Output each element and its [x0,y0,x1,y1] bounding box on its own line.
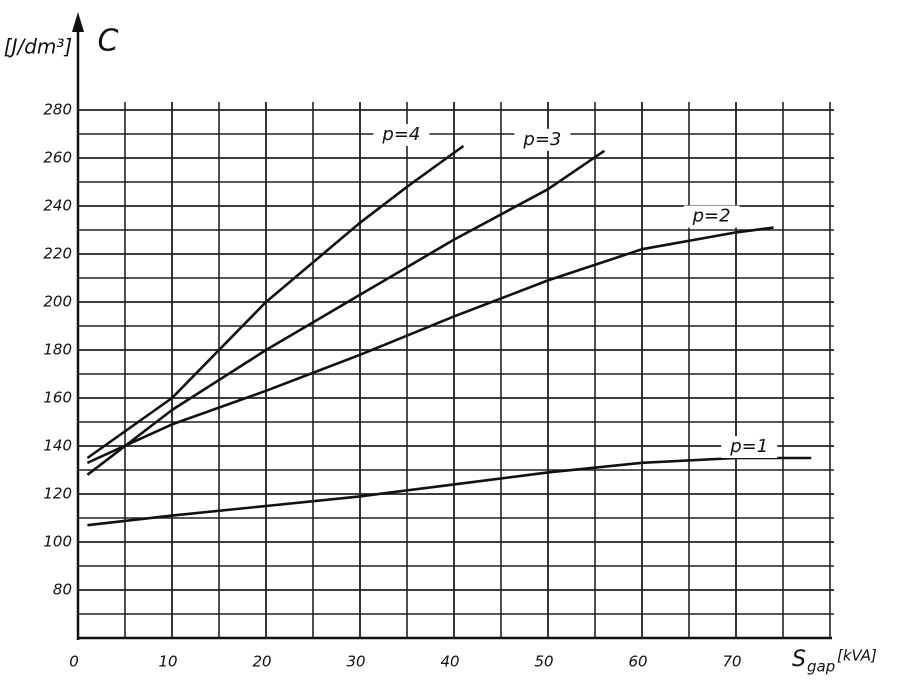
line [86,144,465,460]
series-label-bg [721,436,778,458]
y-tick-label: 200 [43,293,72,311]
y-tick-label: 160 [43,389,72,407]
line [86,226,774,464]
y-tick-label: 240 [43,197,72,215]
series-label-bg [683,205,740,228]
x-tick-label: 0 [69,653,79,671]
series-label: p=3 [522,129,561,150]
x-tick-label: 20 [252,653,271,671]
y-tick-label: 120 [43,485,72,503]
series-label-bg [514,128,571,151]
x-label-sub: gap [807,658,835,676]
x-label: S [792,647,806,672]
series-label-bg [373,124,430,146]
series-label: p=1 [729,436,768,457]
axis-arrow [72,12,84,32]
y-tick-label: 180 [43,341,72,359]
x-unit: [kVA] [837,647,877,665]
x-tick-label: 10 [158,653,177,671]
x-tick-label: 50 [534,653,553,671]
y-tick-label: 220 [43,245,72,263]
y-unit: [J/dm³] [4,35,72,59]
y-tick-label: 280 [43,101,72,119]
line [86,149,606,476]
series-label: p=2 [692,206,731,227]
x-tick-label: 40 [440,653,459,671]
y-tick-label: 260 [43,149,72,167]
line [87,456,812,527]
x-tick-label: 60 [628,653,647,671]
y-tick-label: 140 [43,437,72,455]
x-tick-label: 70 [722,653,741,671]
y-tick-label: 100 [43,533,72,551]
x-tick-label: 30 [346,653,365,671]
y-tick-label: 80 [53,581,72,599]
y-label: C [98,24,119,59]
series-label: p=4 [381,124,420,145]
